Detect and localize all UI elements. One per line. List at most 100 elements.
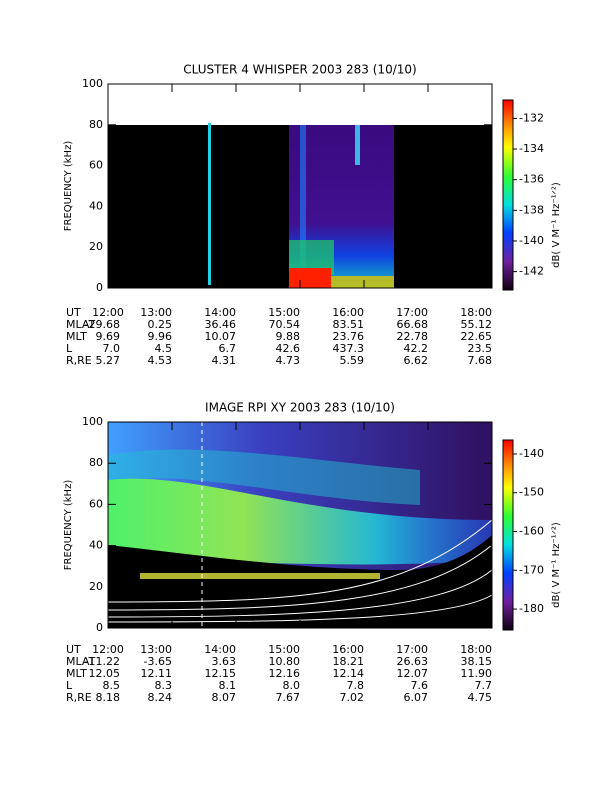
ephemeris-value: 4.5 xyxy=(155,342,173,355)
x-tick-label: 15:00 xyxy=(268,306,300,319)
ephemeris-value: 5.27 xyxy=(96,354,121,367)
ephemeris-value: 8.07 xyxy=(212,691,237,704)
ephemeris-value: 4.31 xyxy=(212,354,237,367)
ephemeris-label: R,RE xyxy=(66,354,92,367)
ephemeris-label: L xyxy=(66,679,73,692)
ephemeris-value: -29.68 xyxy=(85,318,120,331)
ephemeris-value: 7.0 xyxy=(103,342,121,355)
y-axis-label: FREQUENCY (kHz) xyxy=(63,480,74,571)
colorbar-tick-label: -136 xyxy=(519,173,544,186)
ephemeris-value: 8.1 xyxy=(219,679,237,692)
ephemeris-value: 38.15 xyxy=(461,655,493,668)
y-tick-label: 100 xyxy=(82,415,103,428)
x-tick-label: 16:00 xyxy=(332,643,364,656)
ephemeris-value: 6.7 xyxy=(219,342,237,355)
ephemeris-value: 4.75 xyxy=(468,691,493,704)
spectrogram-image xyxy=(107,422,493,628)
x-axis-label: UT xyxy=(66,306,81,319)
ephemeris-value: 7.67 xyxy=(276,691,301,704)
ephemeris-value: 7.68 xyxy=(468,354,493,367)
ephemeris-value: 3.63 xyxy=(212,655,237,668)
x-tick-label: 18:00 xyxy=(460,643,492,656)
ephemeris-value: 7.6 xyxy=(411,679,429,692)
ephemeris-value: 18.21 xyxy=(333,655,365,668)
ephemeris-value: 9.69 xyxy=(96,330,121,343)
colorbar xyxy=(502,439,514,631)
colorbar-tick-label: -160 xyxy=(519,525,544,538)
ephemeris-value: 83.51 xyxy=(333,318,365,331)
colorbar-tick-label: -140 xyxy=(519,234,544,247)
ephemeris-value: 55.12 xyxy=(461,318,493,331)
ephemeris-value: 23.76 xyxy=(333,330,365,343)
ephemeris-value: 7.02 xyxy=(340,691,365,704)
ephemeris-label: MLT xyxy=(66,330,87,343)
ephemeris-label: MLAT xyxy=(66,655,96,668)
ephemeris-value: 8.18 xyxy=(96,691,121,704)
ephemeris-value: 26.63 xyxy=(397,655,429,668)
ephemeris-value: 6.07 xyxy=(404,691,429,704)
ephemeris-value: 23.5 xyxy=(468,342,493,355)
y-axis-label: FREQUENCY (kHz) xyxy=(63,141,74,232)
ephemeris-value: 4.73 xyxy=(276,354,301,367)
x-tick-label: 15:00 xyxy=(268,643,300,656)
ephemeris-value: 0.25 xyxy=(148,318,173,331)
y-tick-label: 20 xyxy=(89,240,103,253)
ephemeris-value: 5.59 xyxy=(340,354,365,367)
x-tick-label: 17:00 xyxy=(396,306,428,319)
ephemeris-value: -3.65 xyxy=(144,655,172,668)
ephemeris-value: 8.5 xyxy=(103,679,121,692)
y-tick-label: 100 xyxy=(82,77,103,90)
ephemeris-value: 10.80 xyxy=(269,655,301,668)
y-tick-label: 40 xyxy=(89,539,103,552)
ephemeris-value: 8.24 xyxy=(148,691,173,704)
spectrogram-image xyxy=(108,123,492,288)
colorbar-tick-label: -140 xyxy=(519,447,544,460)
y-tick-label: 40 xyxy=(89,199,103,212)
ephemeris-label: L xyxy=(66,342,73,355)
ephemeris-label: MLT xyxy=(66,667,87,680)
y-tick-label: 80 xyxy=(89,118,103,131)
chart-title: CLUSTER 4 WHISPER 2003 283 (10/10) xyxy=(183,63,416,77)
colorbar-label: dB( V M⁻¹ Hz⁻¹ᐟ²) xyxy=(551,522,562,608)
colorbar-tick-label: -142 xyxy=(519,265,544,278)
colorbar-tick-label: -150 xyxy=(519,486,544,499)
ephemeris-value: 6.62 xyxy=(404,354,429,367)
ephemeris-value: 8.3 xyxy=(155,679,173,692)
ephemeris-value: 7.7 xyxy=(475,679,493,692)
x-axis-label: UT xyxy=(66,643,81,656)
ephemeris-value: 11.90 xyxy=(461,667,493,680)
y-tick-label: 20 xyxy=(89,580,103,593)
x-tick-label: 16:00 xyxy=(332,306,364,319)
y-tick-label: 0 xyxy=(96,621,103,634)
ephemeris-label: MLAT xyxy=(66,318,96,331)
colorbar xyxy=(502,99,514,291)
x-tick-label: 17:00 xyxy=(396,643,428,656)
ephemeris-value: 42.2 xyxy=(404,342,429,355)
ephemeris-value: 9.96 xyxy=(148,330,173,343)
x-tick-label: 12:00 xyxy=(92,306,124,319)
colorbar-tick-label: -134 xyxy=(519,142,544,155)
colorbar-tick-label: -132 xyxy=(519,111,544,124)
ephemeris-value: 22.65 xyxy=(461,330,493,343)
ephemeris-value: 7.8 xyxy=(347,679,365,692)
x-tick-label: 13:00 xyxy=(140,643,172,656)
ephemeris-value: 12.14 xyxy=(333,667,365,680)
ephemeris-value: 66.68 xyxy=(397,318,429,331)
y-tick-label: 60 xyxy=(89,159,103,172)
colorbar-tick-label: -180 xyxy=(519,602,544,615)
x-tick-label: 14:00 xyxy=(204,306,236,319)
ephemeris-value: 22.78 xyxy=(397,330,429,343)
ephemeris-value: 12.11 xyxy=(141,667,173,680)
colorbar-tick-label: -138 xyxy=(519,203,544,216)
ephemeris-value: 42.6 xyxy=(276,342,301,355)
ephemeris-value: 9.88 xyxy=(276,330,301,343)
ephemeris-value: 12.16 xyxy=(269,667,301,680)
x-tick-label: 13:00 xyxy=(140,306,172,319)
x-tick-label: 12:00 xyxy=(92,643,124,656)
y-tick-label: 0 xyxy=(96,281,103,294)
x-tick-label: 18:00 xyxy=(460,306,492,319)
ephemeris-value: 12.07 xyxy=(397,667,429,680)
ephemeris-value: 12.05 xyxy=(89,667,121,680)
ephemeris-value: -11.22 xyxy=(85,655,120,668)
